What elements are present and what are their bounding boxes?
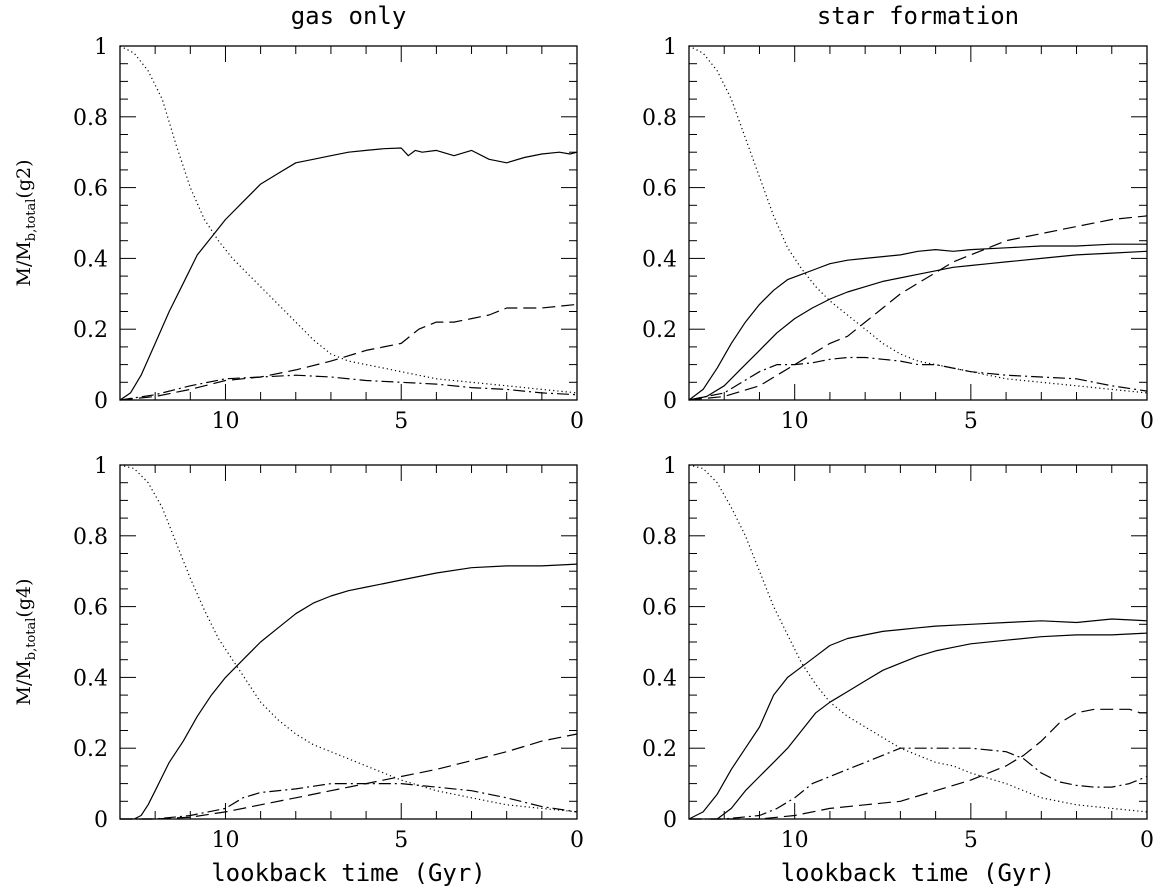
y-axis-label-tail: (g4): [13, 578, 35, 617]
series-line-dashdot: [119, 374, 578, 401]
x-tick-label: 5: [964, 409, 978, 434]
y-tick-label: 0: [94, 808, 108, 833]
y-axis-label-main: M/M: [13, 660, 35, 705]
y-tick-label: 0.6: [642, 596, 677, 621]
x-tick-label: 0: [1140, 828, 1154, 853]
series-line-solid: [133, 563, 578, 820]
y-tick-label: 1: [663, 454, 677, 479]
x-tick-label: 10: [211, 828, 239, 853]
y-axis-label-main: M/M: [13, 241, 35, 286]
y-tick-label: 0.2: [73, 737, 108, 762]
y-tick-label: 0.8: [642, 106, 677, 131]
x-tick-label: 5: [964, 828, 978, 853]
plot-frame: [119, 464, 578, 820]
y-axis-label-tail: (g2): [13, 159, 35, 198]
y-tick-label: 0.6: [642, 177, 677, 202]
series-line-solid: [688, 250, 1148, 401]
y-tick-label: 0.6: [73, 596, 108, 621]
y-tick-label: 0.4: [642, 247, 677, 272]
y-tick-label: 0.8: [73, 106, 108, 131]
y-tick-label: 0.6: [73, 177, 108, 202]
series-line-dotted: [688, 464, 1148, 813]
plot-frame: [688, 45, 1148, 401]
series-line-dashed: [688, 215, 1148, 401]
series-line-solid: [119, 147, 578, 401]
series-line-dashdot: [689, 747, 1148, 820]
x-tick-label: 0: [1140, 409, 1154, 434]
x-tick-label: 10: [781, 828, 809, 853]
x-tick-label: 0: [570, 828, 584, 853]
y-tick-label: 1: [94, 454, 108, 479]
panel-top-right: 0 0.2 0.4 0.6 0.8 1 10 5 0 star formation: [642, 2, 1154, 434]
y-tick-label: 0.2: [642, 318, 677, 343]
x-tick-label: 5: [394, 828, 408, 853]
series-line-solid: [688, 618, 1148, 820]
series-line-dotted: [119, 45, 578, 394]
y-tick-label: 0.4: [642, 666, 677, 691]
x-axis-label: lookback time (Gyr): [211, 859, 486, 887]
panel-title: star formation: [817, 2, 1019, 30]
panel-top-left: 0 0.2 0.4 0.6 0.8 1 10 5 0 gas only M/Mb,total(g2): [13, 2, 584, 434]
y-axis-label: M/Mb,total(g2): [13, 159, 39, 286]
series-line-solid: [688, 243, 1147, 401]
y-tick-label: 1: [663, 35, 677, 60]
series-line-dashed: [120, 733, 578, 820]
y-axis-label: M/Mb,total(g4): [13, 578, 39, 705]
series-line-solid: [716, 632, 1148, 820]
series-line-dashdot: [120, 782, 578, 820]
y-axis-label-sub: b,total: [24, 199, 39, 242]
y-tick-label: 0.4: [73, 666, 108, 691]
panel-bottom-left: 0 0.2 0.4 0.6 0.8 1 10 5 0 lookback time (Gyr) M/M…: [13, 454, 584, 887]
x-tick-label: 10: [211, 409, 239, 434]
y-tick-label: 0.2: [73, 318, 108, 343]
x-tick-label: 0: [570, 409, 584, 434]
series-line-dashdot: [688, 356, 1148, 401]
x-tick-label: 10: [781, 409, 809, 434]
series-line-dashed: [689, 708, 1147, 820]
series-line-dotted: [688, 45, 1148, 394]
plot-frame: [688, 464, 1148, 820]
y-tick-label: 0: [663, 389, 677, 414]
y-tick-label: 1: [94, 35, 108, 60]
y-tick-label: 0: [663, 808, 677, 833]
panel-bottom-right: 0 0.2 0.4 0.6 0.8 1 10 5 0 lookback time (Gyr): [642, 454, 1154, 887]
y-tick-label: 0.2: [642, 737, 677, 762]
x-tick-label: 5: [394, 409, 408, 434]
y-tick-label: 0.8: [73, 525, 108, 550]
panel-title: gas only: [291, 2, 407, 30]
series-line-dotted: [119, 464, 578, 813]
x-axis-label: lookback time (Gyr): [781, 859, 1056, 887]
y-axis-label-sub: b,total: [24, 618, 39, 661]
plot-frame: [119, 45, 578, 401]
y-tick-label: 0: [94, 389, 108, 414]
y-tick-label: 0.8: [642, 525, 677, 550]
y-tick-label: 0.4: [73, 247, 108, 272]
